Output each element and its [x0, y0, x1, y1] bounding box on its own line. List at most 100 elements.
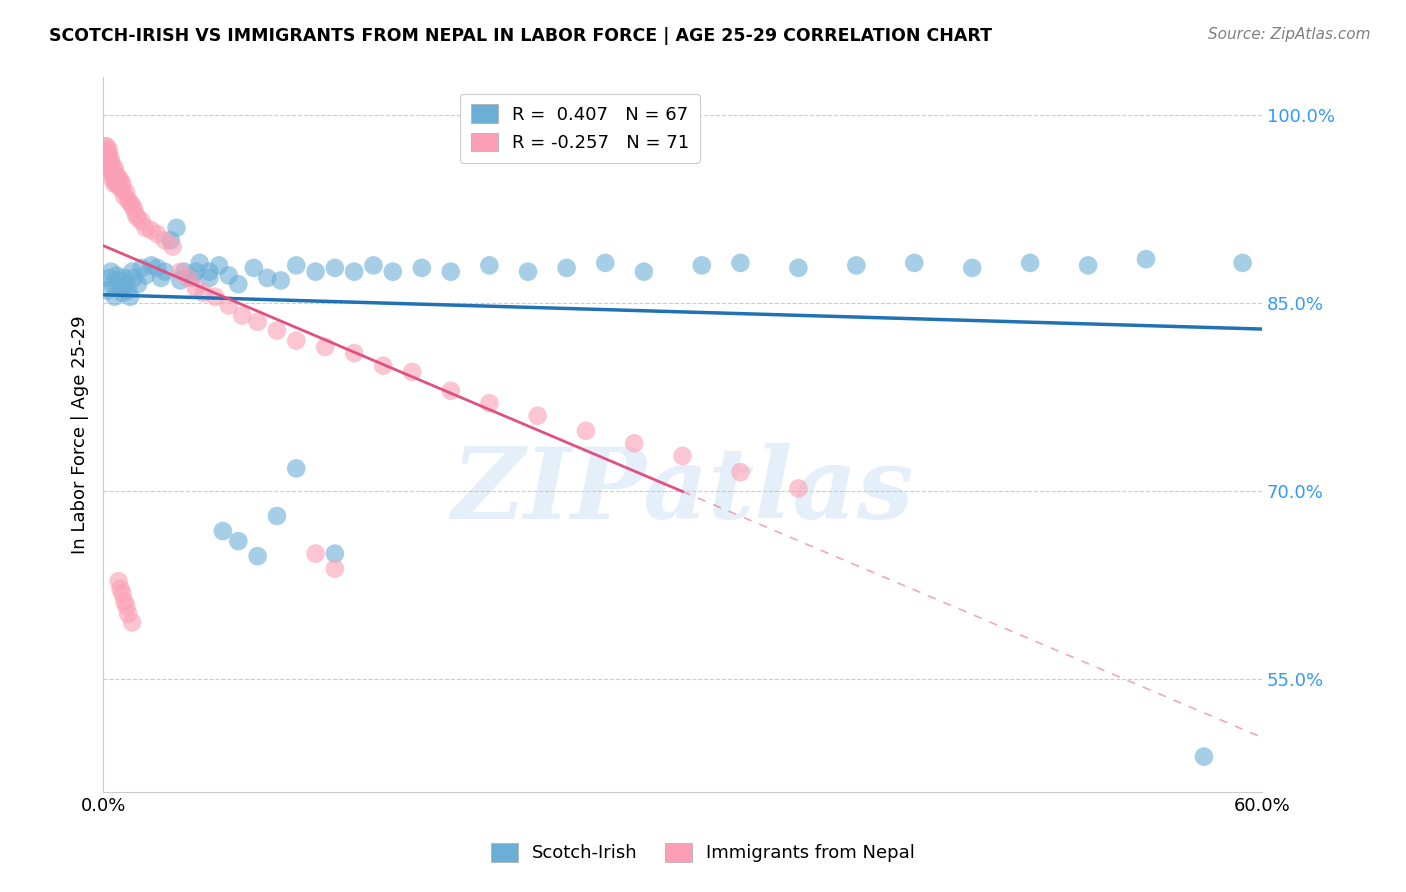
- Point: [787, 260, 810, 275]
- Text: SCOTCH-IRISH VS IMMIGRANTS FROM NEPAL IN LABOR FORCE | AGE 25-29 CORRELATION CHA: SCOTCH-IRISH VS IMMIGRANTS FROM NEPAL IN…: [49, 27, 993, 45]
- Point: [111, 177, 134, 191]
- Point: [228, 277, 250, 292]
- Point: [304, 547, 326, 561]
- Point: [122, 202, 145, 216]
- Point: [285, 334, 308, 348]
- Point: [363, 259, 385, 273]
- Point: [97, 143, 120, 157]
- Point: [188, 256, 211, 270]
- Point: [270, 273, 292, 287]
- Point: [104, 177, 127, 191]
- Y-axis label: In Labor Force | Age 25-29: In Labor Force | Age 25-29: [72, 315, 89, 554]
- Point: [730, 256, 752, 270]
- Point: [256, 271, 278, 285]
- Point: [96, 152, 118, 166]
- Point: [111, 285, 134, 300]
- Point: [323, 547, 346, 561]
- Point: [141, 259, 163, 273]
- Point: [184, 281, 207, 295]
- Point: [343, 346, 366, 360]
- Point: [112, 594, 135, 608]
- Point: [218, 268, 240, 283]
- Point: [440, 384, 463, 398]
- Legend: R =  0.407   N = 67, R = -0.257   N = 71: R = 0.407 N = 67, R = -0.257 N = 71: [460, 94, 700, 163]
- Point: [198, 271, 221, 285]
- Point: [101, 173, 124, 187]
- Point: [323, 561, 346, 575]
- Point: [478, 259, 501, 273]
- Point: [184, 265, 207, 279]
- Point: [787, 482, 810, 496]
- Text: Source: ZipAtlas.com: Source: ZipAtlas.com: [1208, 27, 1371, 42]
- Point: [101, 277, 124, 292]
- Point: [633, 265, 655, 279]
- Point: [96, 145, 118, 160]
- Point: [266, 508, 288, 523]
- Point: [131, 260, 153, 275]
- Point: [228, 534, 250, 549]
- Point: [125, 208, 148, 222]
- Point: [730, 465, 752, 479]
- Point: [1019, 256, 1042, 270]
- Point: [690, 259, 713, 273]
- Point: [440, 265, 463, 279]
- Point: [166, 220, 188, 235]
- Point: [593, 256, 616, 270]
- Point: [94, 139, 117, 153]
- Point: [135, 220, 157, 235]
- Point: [153, 265, 176, 279]
- Point: [105, 177, 128, 191]
- Point: [117, 607, 139, 621]
- Point: [285, 461, 308, 475]
- Point: [343, 265, 366, 279]
- Point: [623, 436, 645, 450]
- Point: [97, 271, 120, 285]
- Point: [111, 587, 134, 601]
- Point: [1077, 259, 1099, 273]
- Point: [208, 259, 231, 273]
- Point: [131, 214, 153, 228]
- Point: [231, 309, 253, 323]
- Point: [381, 265, 404, 279]
- Point: [1192, 749, 1215, 764]
- Text: ZIPatlas: ZIPatlas: [451, 443, 914, 540]
- Point: [97, 161, 120, 175]
- Point: [100, 265, 122, 279]
- Point: [96, 139, 118, 153]
- Point: [115, 599, 138, 614]
- Point: [212, 524, 235, 538]
- Point: [100, 164, 122, 178]
- Point: [246, 549, 269, 563]
- Point: [111, 183, 134, 197]
- Point: [193, 285, 215, 300]
- Point: [141, 223, 163, 237]
- Point: [1135, 252, 1157, 267]
- Point: [115, 186, 138, 200]
- Point: [159, 233, 181, 247]
- Point: [121, 265, 143, 279]
- Point: [266, 324, 288, 338]
- Point: [120, 195, 142, 210]
- Point: [100, 158, 122, 172]
- Point: [373, 359, 395, 373]
- Point: [107, 177, 129, 191]
- Point: [411, 260, 433, 275]
- Point: [110, 173, 132, 187]
- Point: [115, 277, 138, 292]
- Point: [96, 284, 118, 298]
- Point: [314, 340, 336, 354]
- Point: [107, 170, 129, 185]
- Point: [204, 290, 226, 304]
- Point: [121, 198, 143, 212]
- Point: [110, 582, 132, 596]
- Point: [122, 271, 145, 285]
- Point: [671, 449, 693, 463]
- Point: [105, 268, 128, 283]
- Point: [960, 260, 983, 275]
- Point: [104, 170, 127, 185]
- Point: [575, 424, 598, 438]
- Point: [97, 152, 120, 166]
- Point: [110, 281, 132, 295]
- Point: [135, 268, 157, 283]
- Point: [107, 574, 129, 589]
